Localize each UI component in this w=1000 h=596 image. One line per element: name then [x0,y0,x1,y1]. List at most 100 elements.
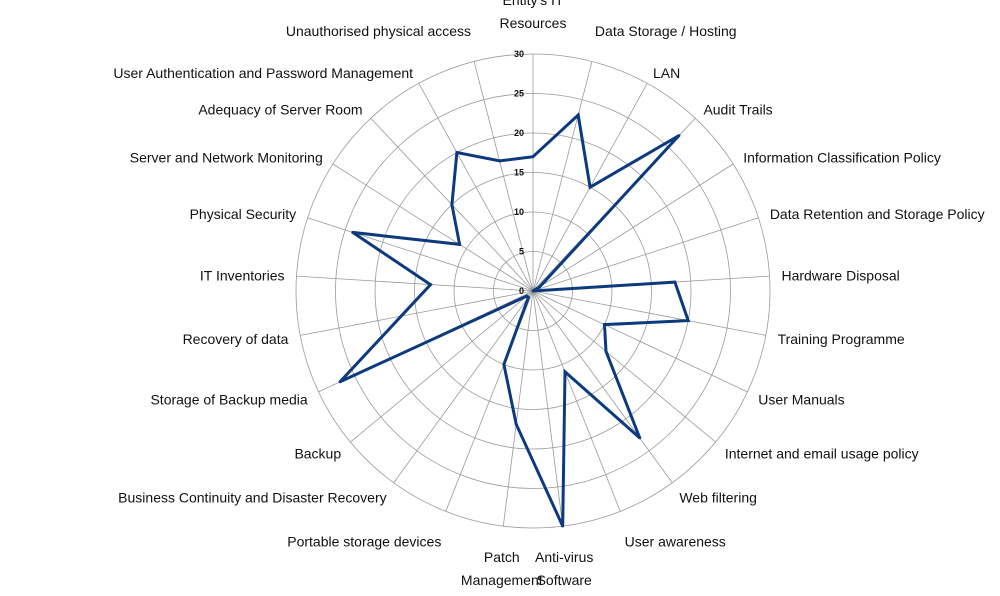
data-point [603,323,606,327]
data-point [561,524,565,528]
spoke-line [532,61,593,292]
data-point [563,370,567,374]
category-label-line: Storage of Backup media [150,392,307,408]
category-label: Training Programme [778,331,905,347]
spoke-line [532,290,716,443]
category-label-line: Server and Network Monitoring [130,150,323,166]
category-label: Hardware Disposal [782,267,900,283]
category-label: Data Storage / Hosting [595,23,737,39]
category-label-line: Web filtering [679,489,757,505]
spoke-line [300,290,534,336]
spoke-line [393,290,534,483]
spoke-line [473,61,534,292]
category-label-line: Data Retention and Storage Policy [770,206,985,222]
data-point [525,294,529,298]
category-label: Audit Trails [703,101,772,117]
spoke-line [307,217,534,292]
spoke-line [532,290,766,336]
data-point [686,319,690,323]
category-label: IT Inventories [200,267,285,283]
data-point [677,134,681,137]
category-label: Portable storage devices [287,534,441,550]
category-label-line: Business Continuity and Disaster Recover… [118,489,386,505]
data-point [498,159,502,163]
category-label: User awareness [625,534,726,550]
category-label: Information Classification Policy [743,150,941,166]
data-point [673,280,677,284]
data-point [351,231,355,234]
category-label-line: Information Classification Policy [743,150,941,166]
category-label: Business Continuity and Disaster Recover… [118,489,386,505]
spoke-line [532,290,748,393]
category-label-line: User awareness [625,534,726,550]
category-label-line: Adequacy of Server Room [198,101,362,117]
category-label: Data Retention and Storage Policy [770,206,985,222]
spoke-line [532,217,759,292]
category-label: User Manuals [758,392,844,408]
data-point [429,283,432,286]
category-label: Storage of Backup media [150,392,307,408]
spoke-line [418,83,534,292]
category-label-line: Software [537,572,592,588]
data-point [638,436,642,440]
category-label: Entity's IT Resources [500,0,567,31]
spoke-line [532,290,673,483]
category-label-line: Audit Trails [703,101,772,117]
spoke-line [532,163,734,292]
category-label: Unauthorised physical access [286,23,471,39]
radial-tick-label: 30 [514,49,524,59]
category-label: Patch Management [461,549,543,588]
category-label: LAN [653,65,680,81]
category-label-line: Hardware Disposal [782,267,900,283]
category-label: Adequacy of Server Room [198,101,362,117]
data-point [538,285,542,289]
category-label: User Authentication and Password Managem… [113,65,413,81]
category-label-line: Backup [294,446,341,462]
category-label-line: Entity's IT [502,0,563,8]
data-point [588,185,592,189]
category-label: Internet and email usage policy [725,446,919,462]
radial-tick-label: 5 [519,247,524,257]
category-label-line: Patch [484,549,520,565]
spoke-line [332,163,534,292]
spoke-line [532,290,564,527]
category-label: Recovery of data [183,331,289,347]
category-label-line: IT Inventories [200,267,285,283]
data-point [604,350,608,353]
category-label-line: Unauthorised physical access [286,23,471,39]
category-label-line: User Authentication and Password Managem… [113,65,413,81]
radial-tick-label: 25 [514,89,524,99]
data-point [399,314,403,318]
radial-tick-label: 0 [519,286,524,296]
category-label-line: Resources [500,15,567,31]
category-label: Server and Network Monitoring [130,150,323,166]
radial-tick-label: 10 [514,207,524,217]
category-label-line: Physical Security [190,206,297,222]
data-point [514,422,518,426]
spoke-line [350,290,534,443]
data-point [502,363,506,366]
spoke-line [296,275,534,292]
category-label: Backup [294,446,341,462]
category-label-line: LAN [653,65,680,81]
data-point [531,289,535,293]
spoke-line [502,290,534,527]
category-label-line: Data Storage / Hosting [595,23,737,39]
category-label-line: Management [461,572,543,588]
data-point [458,243,462,246]
data-point [450,203,454,207]
radial-tick-label: 20 [514,128,524,138]
category-label-line: Anti-virus [535,549,593,565]
category-label-line: Portable storage devices [287,534,441,550]
category-label: Anti-virus Software [535,549,593,588]
category-label: Web filtering [679,489,757,505]
category-label-line: Training Programme [778,331,905,347]
category-label-line: Internet and email usage policy [725,446,919,462]
data-point [531,155,535,159]
data-point [338,380,342,384]
spoke-line [532,290,621,512]
category-label-line: Recovery of data [183,331,289,347]
data-point [576,113,580,117]
category-label-line: User Manuals [758,392,844,408]
